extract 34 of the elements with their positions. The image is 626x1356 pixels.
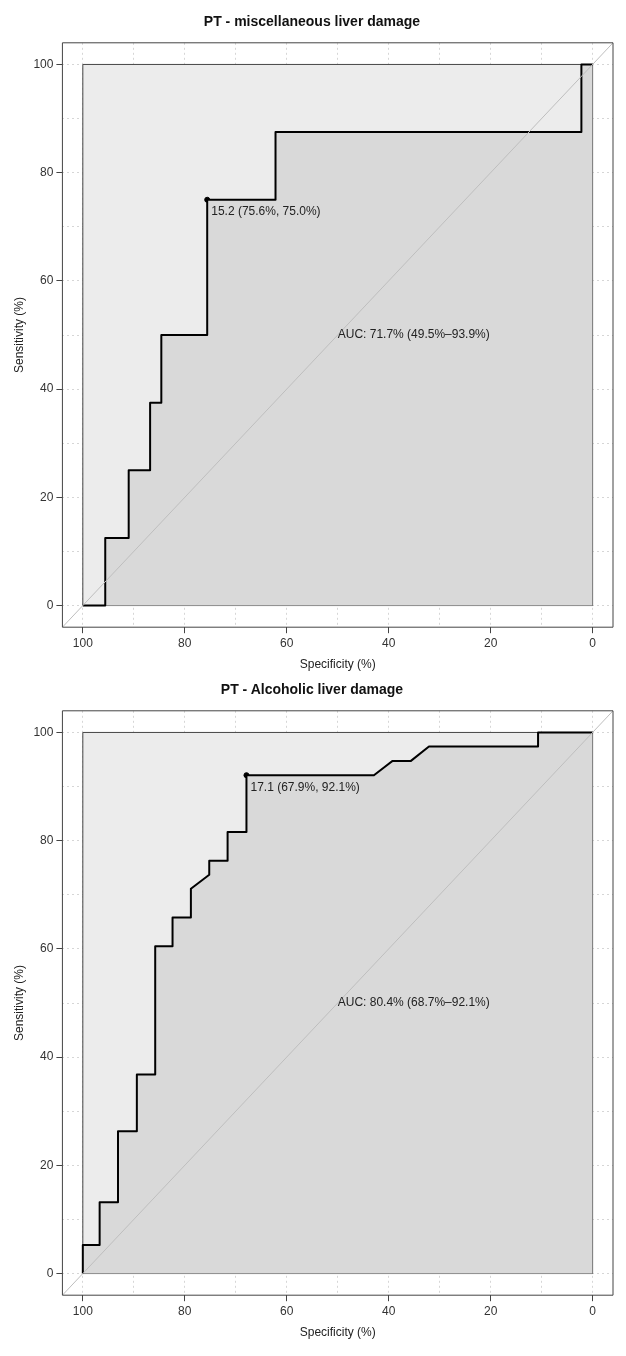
x-tick-label: 40 xyxy=(382,635,396,650)
x-tick-label: 20 xyxy=(483,1303,498,1318)
annotation: 17.1 (67.9%, 92.1%) xyxy=(250,779,360,794)
y-tick-label: 20 xyxy=(40,489,54,504)
y-tick-label: 40 xyxy=(40,1049,54,1064)
x-tick-label: 60 xyxy=(280,1303,294,1318)
x-tick-label: 0 xyxy=(589,1303,597,1318)
x-tick-label: 20 xyxy=(483,635,498,650)
y-tick-label: 80 xyxy=(40,832,54,847)
annotation: AUC: 80.4% (68.7%–92.1%) xyxy=(337,995,490,1010)
chart-title: PT - miscellaneous liver damage xyxy=(203,13,421,30)
x-tick-label: 60 xyxy=(280,635,294,650)
chart-title: PT - Alcoholic liver damage xyxy=(220,681,404,698)
x-axis-title: Specificity (%) xyxy=(299,1325,376,1340)
x-tick-label: 40 xyxy=(382,1303,396,1318)
x-tick-label: 100 xyxy=(72,1303,94,1318)
x-tick-label: 80 xyxy=(178,635,192,650)
x-tick-label: 0 xyxy=(589,635,597,650)
y-tick-label: 0 xyxy=(46,597,54,612)
y-tick-label: 100 xyxy=(33,56,54,71)
y-tick-label: 100 xyxy=(33,724,54,739)
x-tick-label: 100 xyxy=(72,635,94,650)
y-axis-title: Sensitivity (%) xyxy=(11,296,26,374)
y-tick-label: 60 xyxy=(40,273,54,288)
annotation: 15.2 (75.6%, 75.0%) xyxy=(211,204,321,219)
y-tick-label: 80 xyxy=(40,164,54,179)
y-tick-label: 40 xyxy=(40,381,54,396)
x-tick-label: 80 xyxy=(178,1303,192,1318)
annotation: AUC: 71.7% (49.5%–93.9%) xyxy=(337,327,490,342)
y-axis-title: Sensitivity (%) xyxy=(11,964,26,1042)
y-tick-label: 0 xyxy=(46,1265,54,1280)
y-tick-label: 60 xyxy=(40,941,54,956)
x-axis-title: Specificity (%) xyxy=(299,657,376,672)
y-tick-label: 20 xyxy=(40,1157,54,1172)
